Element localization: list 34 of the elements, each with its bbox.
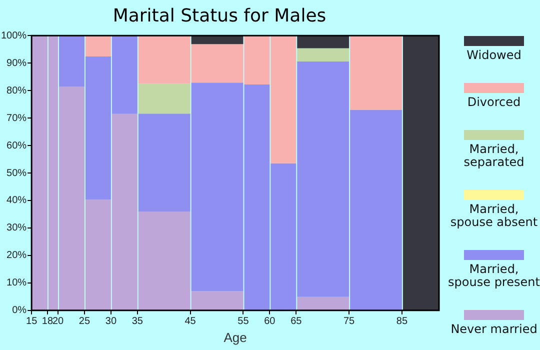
legend-label: Married, spouse present	[448, 262, 540, 289]
legend-label: Married, spouse absent	[449, 202, 539, 229]
x-tick-label: 35	[132, 316, 144, 328]
y-tick-label: 70%	[6, 112, 27, 124]
y-tick-label: 0%	[12, 305, 27, 316]
bar	[138, 84, 190, 114]
x-tick-label: 18	[42, 316, 54, 328]
y-tick-label: 90%	[6, 58, 27, 69]
x-tick-label: 65	[290, 316, 302, 328]
x-tick-label: 30	[105, 316, 117, 328]
y-tick-label: 20%	[6, 250, 27, 262]
y-tick-label: 80%	[6, 85, 27, 96]
y-tick-label: 30%	[6, 222, 27, 234]
y-tick-label: 60%	[6, 140, 27, 152]
legend-label: Widowed	[466, 48, 522, 62]
x-tick-label: 75	[343, 316, 356, 328]
x-tick-label: 85	[396, 316, 408, 328]
legend-label: Divorced	[467, 95, 521, 109]
bar	[297, 48, 350, 62]
chart-title: Marital Status for Males	[112, 5, 326, 26]
x-tick-label: 25	[78, 316, 90, 328]
y-tick-label: 100%	[1, 30, 27, 42]
y-tick-label: 10%	[6, 278, 27, 289]
legend-label: Married, separated	[462, 142, 526, 169]
x-tick-label: 20	[52, 316, 64, 328]
y-tick-label: 50%	[6, 168, 27, 179]
bar	[297, 36, 350, 48]
y-tick-label: 40%	[6, 195, 27, 206]
x-axis-title: Age	[224, 330, 247, 345]
x-tick-label: 55	[238, 316, 250, 328]
legend-label: Never married	[450, 322, 538, 336]
x-tick-label: 15	[26, 316, 38, 328]
x-tick-label: 60	[264, 316, 276, 328]
x-tick-label: 45	[184, 316, 196, 328]
